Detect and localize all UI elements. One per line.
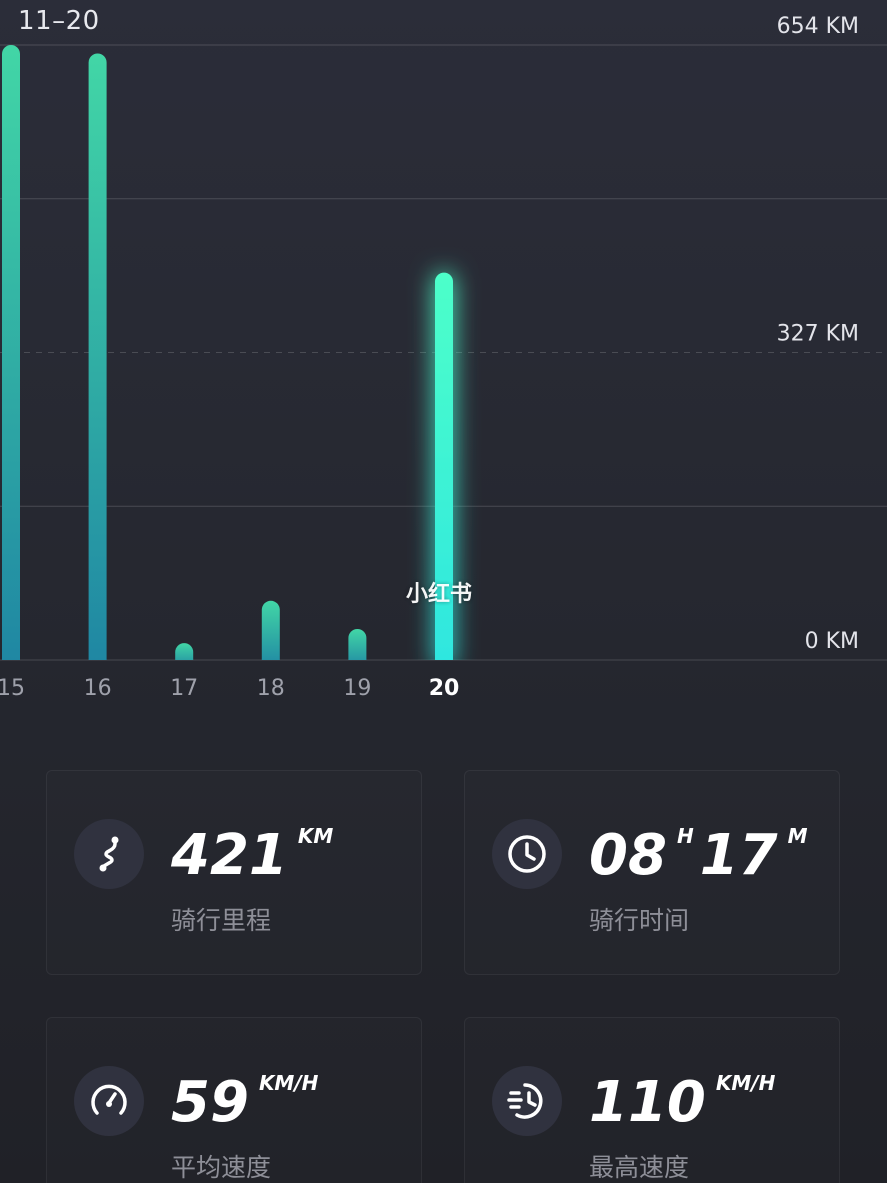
bar[interactable]	[175, 643, 194, 669]
x-tick-label[interactable]: 18	[257, 676, 285, 701]
route-icon	[74, 819, 144, 889]
y-tick-label: 654 KM	[777, 14, 859, 39]
hours-unit: H	[676, 824, 694, 848]
clock-icon	[492, 819, 562, 889]
distance-number: 421	[171, 823, 288, 888]
y-tick-label: 327 KM	[777, 322, 859, 347]
distance-unit: KM	[297, 824, 334, 848]
x-tick-label[interactable]: 20	[429, 676, 460, 701]
time-value: 08 H 17 M	[589, 821, 814, 891]
stat-card-max-speed: 110 KM/H 最高速度	[464, 1017, 840, 1183]
bar[interactable]	[88, 53, 107, 669]
stat-card-time: 08 H 17 M 骑行时间	[464, 770, 840, 975]
max-speed-number: 110	[589, 1070, 706, 1135]
avg-speed-value: 59 KM/H	[171, 1068, 324, 1138]
time-label: 骑行时间	[589, 906, 690, 935]
bar-selected[interactable]	[435, 272, 453, 669]
distance-bar-chart: 654 KM 327 KM 0 KM 15 16 17 18 19 20	[0, 14, 859, 701]
minutes-unit: M	[787, 824, 808, 848]
range-label: 11–20	[18, 6, 100, 36]
stat-card-distance: 421 KM 骑行里程	[46, 770, 422, 975]
x-tick-label[interactable]: 19	[343, 676, 371, 701]
distance-value: 421 KM	[171, 821, 339, 891]
fast-speed-icon	[492, 1066, 562, 1136]
x-tick-label[interactable]: 17	[170, 676, 198, 701]
avg-speed-number: 59	[171, 1070, 249, 1135]
avg-speed-unit: KM/H	[258, 1071, 319, 1095]
bar[interactable]	[2, 45, 20, 669]
max-speed-unit: KM/H	[715, 1071, 776, 1095]
y-tick-label: 0 KM	[805, 629, 859, 654]
x-tick-label[interactable]: 16	[84, 676, 112, 701]
watermark-logo: 小红书	[406, 582, 473, 607]
bar[interactable]	[261, 600, 280, 669]
max-speed-label: 最高速度	[589, 1153, 690, 1182]
avg-speed-label: 平均速度	[171, 1153, 272, 1182]
max-speed-value: 110 KM/H	[589, 1068, 781, 1138]
bar[interactable]	[348, 628, 367, 669]
stat-card-avg-speed: 59 KM/H 平均速度	[46, 1017, 422, 1183]
x-tick-label[interactable]: 15	[0, 676, 25, 701]
distance-label: 骑行里程	[171, 906, 272, 935]
minutes-number: 17	[699, 823, 778, 888]
hours-number: 08	[589, 823, 667, 888]
speedometer-icon	[74, 1066, 144, 1136]
